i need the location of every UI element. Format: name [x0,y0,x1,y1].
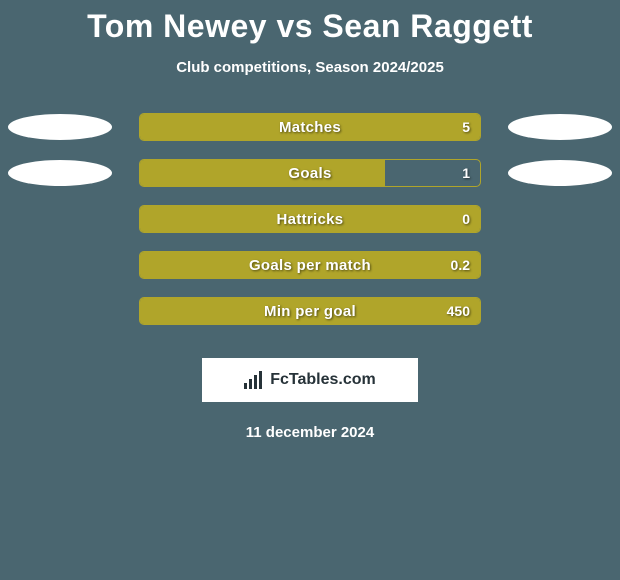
stat-row: Goals per match0.2 [0,242,620,288]
stat-bar-value: 1 [462,160,470,186]
badge-text: FcTables.com [270,371,376,389]
stat-bar-value: 450 [447,298,470,324]
avatar-right [508,114,612,140]
stat-bar-track: Hattricks0 [139,205,481,233]
stat-row: Min per goal450 [0,288,620,334]
stat-bar-track: Min per goal450 [139,297,481,325]
avatar-right [508,160,612,186]
stat-bar-track: Matches5 [139,113,481,141]
stat-bar-label: Goals [140,160,480,186]
stat-bar-value: 5 [462,114,470,140]
avatar-left [8,114,112,140]
stat-row: Matches5 [0,104,620,150]
stat-row: Goals1 [0,150,620,196]
stat-bar-label: Min per goal [140,298,480,324]
page-title: Tom Newey vs Sean Raggett [0,8,620,45]
stat-bar-label: Hattricks [140,206,480,232]
page-subtitle: Club competitions, Season 2024/2025 [0,59,620,76]
fctables-badge: FcTables.com [202,358,418,402]
stat-row: Hattricks0 [0,196,620,242]
stat-bar-track: Goals1 [139,159,481,187]
stat-rows: Matches5Goals1Hattricks0Goals per match0… [0,104,620,334]
stat-bar-value: 0.2 [451,252,470,278]
bar-chart-icon [244,371,266,389]
stat-bar-label: Goals per match [140,252,480,278]
stat-bar-label: Matches [140,114,480,140]
avatar-left [8,160,112,186]
footer-date: 11 december 2024 [0,424,620,441]
stat-bar-track: Goals per match0.2 [139,251,481,279]
stat-bar-value: 0 [462,206,470,232]
